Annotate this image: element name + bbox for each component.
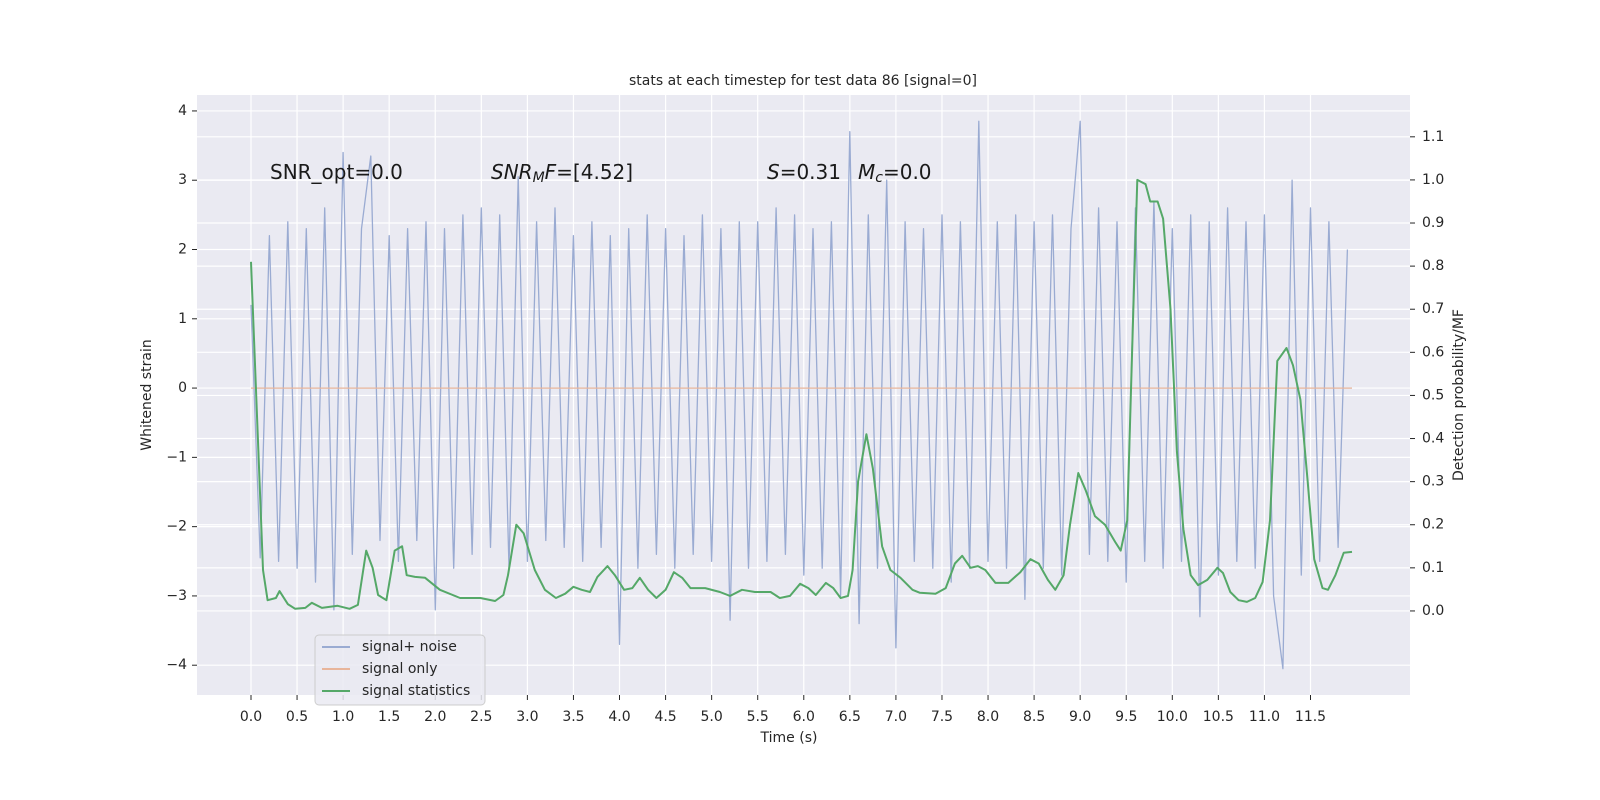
y-tick-label: 1 bbox=[178, 311, 187, 327]
annotation: SNRMF=[4.52] bbox=[491, 160, 633, 187]
annotation-part: =[4.52] bbox=[556, 160, 633, 184]
y-tick-label: −4 bbox=[166, 657, 187, 673]
x-tick-label: 7.5 bbox=[931, 709, 953, 725]
y2-tick-label: 0.9 bbox=[1422, 215, 1444, 231]
x-tick-label: 3.0 bbox=[516, 709, 538, 725]
y-tick-label: 4 bbox=[178, 103, 187, 119]
annotation-part: =0.0 bbox=[883, 160, 932, 184]
annotation-part: SNR bbox=[491, 160, 533, 184]
x-tick-label: 6.5 bbox=[839, 709, 861, 725]
annotation-part: M bbox=[533, 170, 545, 186]
legend-label: signal statistics bbox=[362, 683, 470, 699]
x-tick-label: 4.0 bbox=[608, 709, 630, 725]
y-tick-label: −3 bbox=[166, 588, 187, 604]
legend-label: signal only bbox=[362, 661, 437, 677]
x-tick-label: 8.5 bbox=[1023, 709, 1045, 725]
annotation-part: F bbox=[545, 160, 557, 184]
annotation-part: c bbox=[875, 170, 883, 186]
y-tick-label: −1 bbox=[166, 449, 187, 465]
y2-tick-label: 0.6 bbox=[1422, 344, 1444, 360]
x-tick-label: 10.5 bbox=[1203, 709, 1234, 725]
annotation-part: S bbox=[767, 160, 780, 184]
annotation-part: M bbox=[858, 160, 875, 184]
y2-tick-label: 0.1 bbox=[1422, 560, 1444, 576]
legend-box bbox=[314, 634, 486, 706]
y-tick-label: 2 bbox=[178, 242, 187, 258]
x-tick-label: 6.0 bbox=[793, 709, 815, 725]
x-tick-label: 0.5 bbox=[286, 709, 308, 725]
x-tick-label: 2.5 bbox=[470, 709, 492, 725]
annotation-part: SNR_opt=0.0 bbox=[270, 160, 403, 184]
x-tick-label: 0.0 bbox=[240, 709, 262, 725]
y2-tick-label: 1.1 bbox=[1422, 129, 1444, 145]
y2-tick-label: 0.8 bbox=[1422, 258, 1444, 274]
y-tick-label: 0 bbox=[178, 380, 187, 396]
chart-title: stats at each timestep for test data 86 … bbox=[629, 73, 977, 89]
y-axis-title: Whitened strain bbox=[139, 339, 155, 450]
x-tick-label: 5.0 bbox=[701, 709, 723, 725]
x-tick-label: 2.0 bbox=[424, 709, 446, 725]
x-tick-label: 10.0 bbox=[1157, 709, 1188, 725]
marks bbox=[250, 120, 1353, 670]
y2-tick-label: 0.5 bbox=[1422, 387, 1444, 403]
x-tick-label: 11.0 bbox=[1249, 709, 1280, 725]
series-line bbox=[250, 120, 1349, 670]
x-tick-label: 1.5 bbox=[378, 709, 400, 725]
x-tick-label: 3.5 bbox=[562, 709, 584, 725]
x-tick-label: 1.0 bbox=[332, 709, 354, 725]
y2-tick-label: 1.0 bbox=[1422, 172, 1444, 188]
series-line bbox=[250, 178, 1353, 610]
x-tick-label: 9.5 bbox=[1115, 709, 1137, 725]
y-tick-label: −2 bbox=[166, 519, 187, 535]
y2-tick-label: 0.2 bbox=[1422, 517, 1444, 533]
y-tick-label: 3 bbox=[178, 172, 187, 188]
y2-tick-label: 0.0 bbox=[1422, 603, 1444, 619]
annotation: Mc=0.0 bbox=[858, 160, 932, 187]
y2-axis-title: Detection probability/MF bbox=[1451, 309, 1467, 481]
annotation-part: =0.31 bbox=[780, 160, 841, 184]
y2-tick-label: 0.7 bbox=[1422, 301, 1444, 317]
x-tick-label: 9.0 bbox=[1069, 709, 1091, 725]
x-tick-label: 4.5 bbox=[654, 709, 676, 725]
x-tick-label: 8.0 bbox=[977, 709, 999, 725]
y2-tick-label: 0.4 bbox=[1422, 431, 1444, 447]
legend-label: signal+ noise bbox=[362, 639, 457, 655]
x-tick-label: 11.5 bbox=[1295, 709, 1326, 725]
annotation: SNR_opt=0.0 bbox=[270, 160, 403, 184]
labels: 0.0 0.5 1.0 1.5 2.0 2.5 3.0 3.5 4.0 4.5 5.0 5.5 6.0 6… bbox=[166, 103, 1444, 725]
x-tick-label: 5.5 bbox=[747, 709, 769, 725]
annotation: S=0.31 bbox=[767, 160, 841, 184]
y2-tick-label: 0.3 bbox=[1422, 474, 1444, 490]
x-axis-title: Time (s) bbox=[760, 730, 818, 746]
x-tick-label: 7.0 bbox=[885, 709, 907, 725]
